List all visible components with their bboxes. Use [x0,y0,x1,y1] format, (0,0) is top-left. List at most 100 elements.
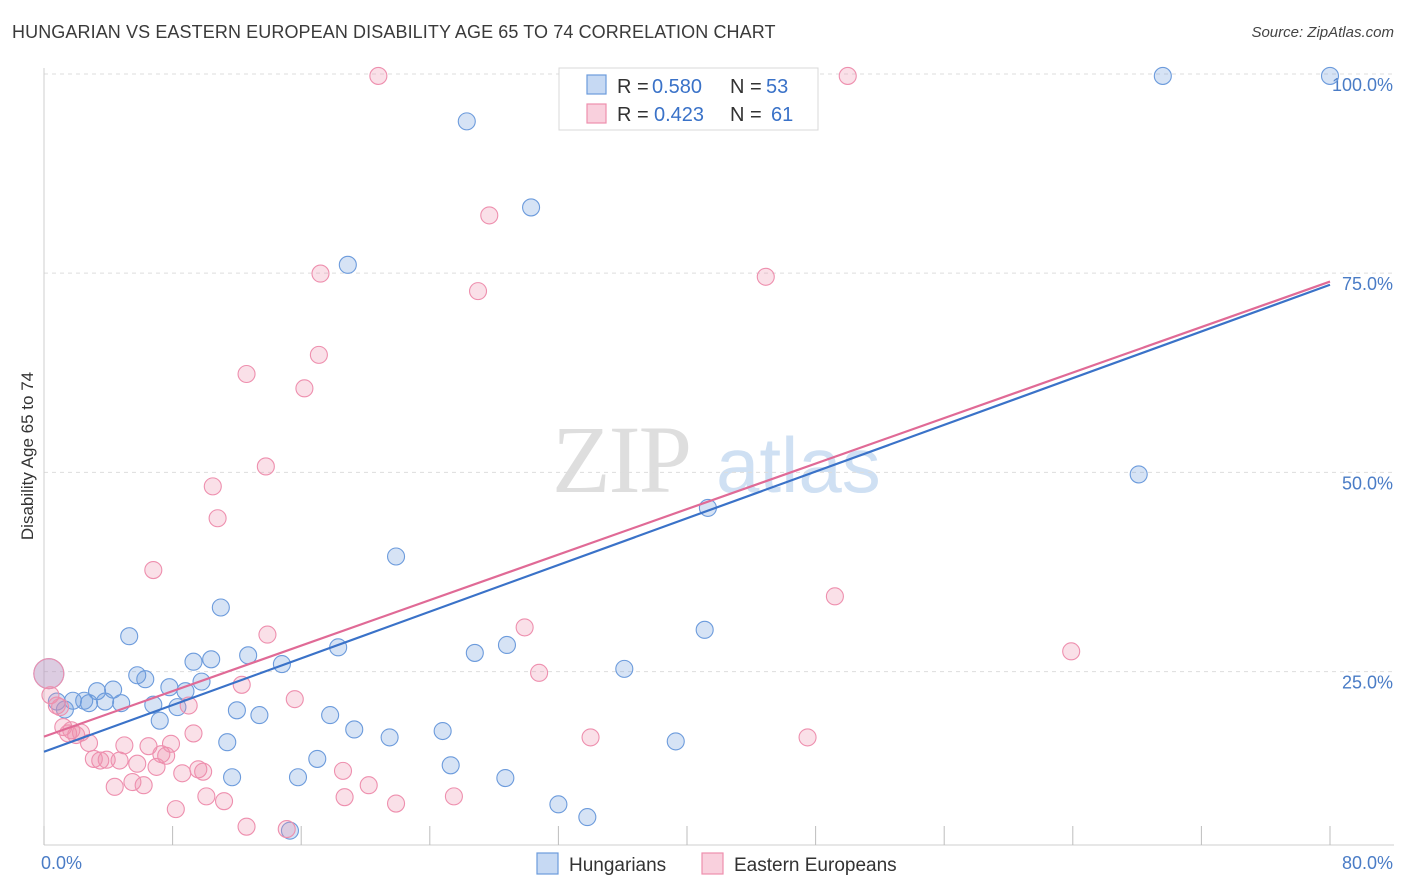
point-hungarians-51 [1153,66,1172,85]
stats-legend-r-label-2: R = [617,104,649,126]
stats-legend-swatch-hungarians [586,74,607,95]
point-hungarians-35 [380,728,399,747]
point-eastern-europeans-29 [197,787,216,806]
y-tick-label-75: 75.0% [1342,274,1393,294]
point-eastern-europeans-15 [128,754,147,773]
point-eastern-europeans-8 [84,749,103,768]
stats-legend-r-value-1: 0.580 [652,76,702,98]
point-eastern-europeans-45 [359,776,378,795]
x-tick-label-80: 80.0% [1342,853,1393,873]
legend-swatch-eastern-europeans [701,852,724,875]
point-eastern-europeans-24 [173,764,192,783]
point-hungarians-46 [615,659,634,678]
point-hungarians-26 [250,706,269,725]
point-eastern-europeans-32 [214,792,234,811]
point-hungarians-42 [497,635,517,655]
trend-line-hungarians [43,283,1331,753]
stats-legend-n-label-1: N = [730,76,762,98]
stats-legend-n-label-2: N = [730,104,762,126]
point-eastern-europeans-59 [33,658,65,690]
point-hungarians-23 [223,768,242,787]
point-hungarians-29 [288,768,308,787]
x-ticks [43,826,1331,845]
point-eastern-europeans-22 [161,734,181,753]
point-hungarians-47 [666,732,685,751]
point-hungarians-36 [386,547,406,566]
point-hungarians-39 [457,112,476,131]
point-hungarians-40 [465,643,484,662]
point-hungarians-12 [136,670,155,689]
stats-legend: R = 0.580 N = 53 R = 0.423 N = 61 [558,67,819,131]
chart-source: Source: ZipAtlas.com [1251,24,1394,41]
point-eastern-europeans-42 [311,264,330,283]
point-eastern-europeans-44 [335,788,354,807]
point-hungarians-18 [184,652,203,671]
point-eastern-europeans-49 [468,282,488,301]
stats-legend-swatch-eastern-europeans [586,103,607,124]
stats-legend-n-value-1: 53 [766,76,788,98]
point-hungarians-10 [120,627,139,646]
chart-title: HUNGARIAN VS EASTERN EUROPEAN DISABILITY… [12,22,776,42]
point-eastern-europeans-28 [194,762,213,781]
point-eastern-europeans-14 [123,772,142,792]
point-hungarians-4 [75,691,94,710]
point-hungarians-34 [345,720,364,739]
point-hungarians-14 [150,711,169,730]
point-eastern-europeans-37 [258,625,277,644]
point-hungarians-27 [272,655,291,674]
point-eastern-europeans-56 [825,587,844,606]
point-hungarians-37 [433,721,452,741]
stats-legend-n-value-2: 61 [771,104,793,126]
series-legend: Hungarians Eastern Europeans [536,852,897,876]
point-hungarians-33 [338,255,357,274]
legend-label-hungarians: Hungarians [569,855,666,876]
point-hungarians-48 [695,620,714,639]
watermark: ZIP atlas [552,406,881,513]
point-eastern-europeans-51 [515,618,534,637]
point-eastern-europeans-43 [333,761,353,780]
x-tick-labels: 0.0% 80.0% [41,853,1393,873]
point-hungarians-38 [441,756,460,775]
point-eastern-europeans-16 [134,776,153,795]
point-eastern-europeans-30 [203,477,222,496]
point-eastern-europeans-0 [41,686,60,705]
point-eastern-europeans-60 [51,698,70,717]
point-eastern-europeans-21 [157,746,176,765]
point-eastern-europeans-18 [144,561,163,580]
point-eastern-europeans-54 [756,267,775,286]
point-hungarians-52 [1320,66,1340,85]
point-eastern-europeans-57 [838,66,857,85]
y-tick-label-100: 100.0% [1332,75,1393,95]
point-eastern-europeans-40 [295,379,314,398]
point-eastern-europeans-31 [208,509,227,528]
point-eastern-europeans-12 [110,751,129,770]
point-hungarians-28 [280,821,299,840]
y-tick-label-25: 25.0% [1342,673,1393,693]
point-eastern-europeans-58 [1062,642,1081,661]
point-eastern-europeans-23 [166,800,185,819]
point-eastern-europeans-39 [285,690,304,709]
point-eastern-europeans-9 [91,751,110,770]
point-eastern-europeans-38 [277,820,296,839]
y-axis-label: Disability Age 65 to 74 [18,372,37,540]
trend-lines [43,280,1331,753]
stats-legend-r-label-1: R = [617,76,649,98]
point-eastern-europeans-50 [480,206,499,225]
point-hungarians-22 [218,733,237,752]
point-eastern-europeans-55 [798,728,817,747]
point-eastern-europeans-34 [237,364,256,384]
point-eastern-europeans-53 [581,728,600,747]
trend-line-eastern-europeans [43,280,1331,738]
point-hungarians-24 [227,701,246,720]
point-eastern-europeans-1 [47,696,66,715]
y-tick-labels: 25.0% 50.0% 75.0% 100.0% [1332,75,1393,693]
watermark-zip: ZIP [552,406,690,513]
point-eastern-europeans-10 [97,750,116,769]
point-hungarians-21 [211,598,230,617]
x-tick-label-0: 0.0% [41,853,82,873]
point-hungarians-43 [522,198,541,217]
point-hungarians-9 [96,692,115,711]
point-eastern-europeans-35 [237,817,256,836]
point-eastern-europeans-13 [115,736,134,755]
point-eastern-europeans-17 [139,737,158,756]
